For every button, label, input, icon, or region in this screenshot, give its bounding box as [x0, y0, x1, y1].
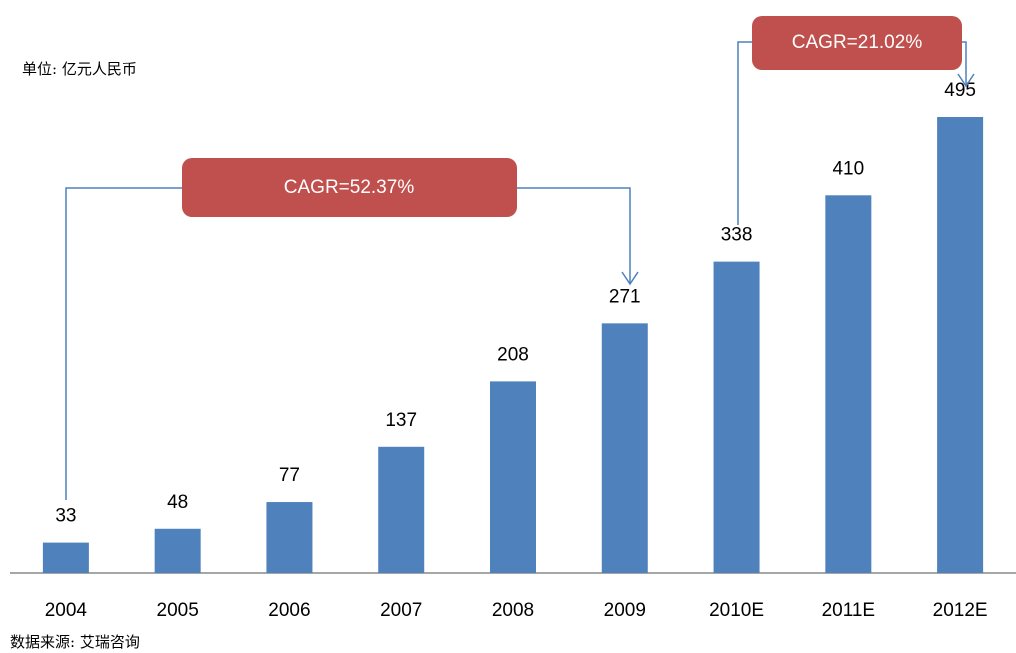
bar [601, 323, 648, 573]
value-label: 48 [167, 492, 188, 513]
value-label: 271 [609, 286, 641, 307]
bar [154, 528, 201, 573]
x-tick-label: 2007 [380, 600, 422, 621]
source: 数据来源: 艾瑞咨询 [10, 633, 140, 651]
bar [713, 261, 760, 573]
x-tick-label: 2010E [709, 600, 764, 621]
connector [517, 187, 631, 284]
bar [266, 502, 313, 573]
bar [42, 542, 89, 573]
x-tick-label: 2009 [604, 600, 646, 621]
arrow-head [621, 271, 639, 286]
annotation-1: CAGR=52.37% [65, 158, 639, 500]
x-tick-label: 2012E [933, 600, 988, 621]
annotation-label: CAGR=21.02% [792, 32, 923, 53]
annotation-box [182, 158, 517, 217]
connector [65, 187, 182, 500]
annotation-box [752, 16, 962, 70]
connector [962, 41, 967, 86]
bar [937, 117, 984, 573]
bar [490, 381, 536, 573]
x-tick-label: 2005 [157, 600, 199, 621]
value-label: 33 [55, 506, 76, 527]
value-label: 338 [721, 225, 753, 246]
arrow-head [957, 73, 975, 88]
x-tick-label: 2006 [268, 600, 310, 621]
x-tick-label: 2008 [492, 600, 534, 621]
annotation-2: CAGR=21.02% [737, 16, 975, 225]
connector [737, 41, 752, 225]
value-label: 77 [279, 465, 300, 486]
value-label: 410 [832, 158, 864, 179]
value-label: 495 [944, 80, 976, 101]
value-label: 208 [497, 344, 529, 365]
annotation-label: CAGR=52.37% [284, 177, 415, 198]
x-tick-label: 2004 [45, 600, 88, 621]
value-label: 137 [385, 410, 417, 431]
bar [378, 446, 425, 573]
x-tick-label: 2011E [822, 600, 876, 621]
unit-label: 单位: 亿元人民币 [22, 60, 137, 78]
bar [825, 195, 872, 573]
